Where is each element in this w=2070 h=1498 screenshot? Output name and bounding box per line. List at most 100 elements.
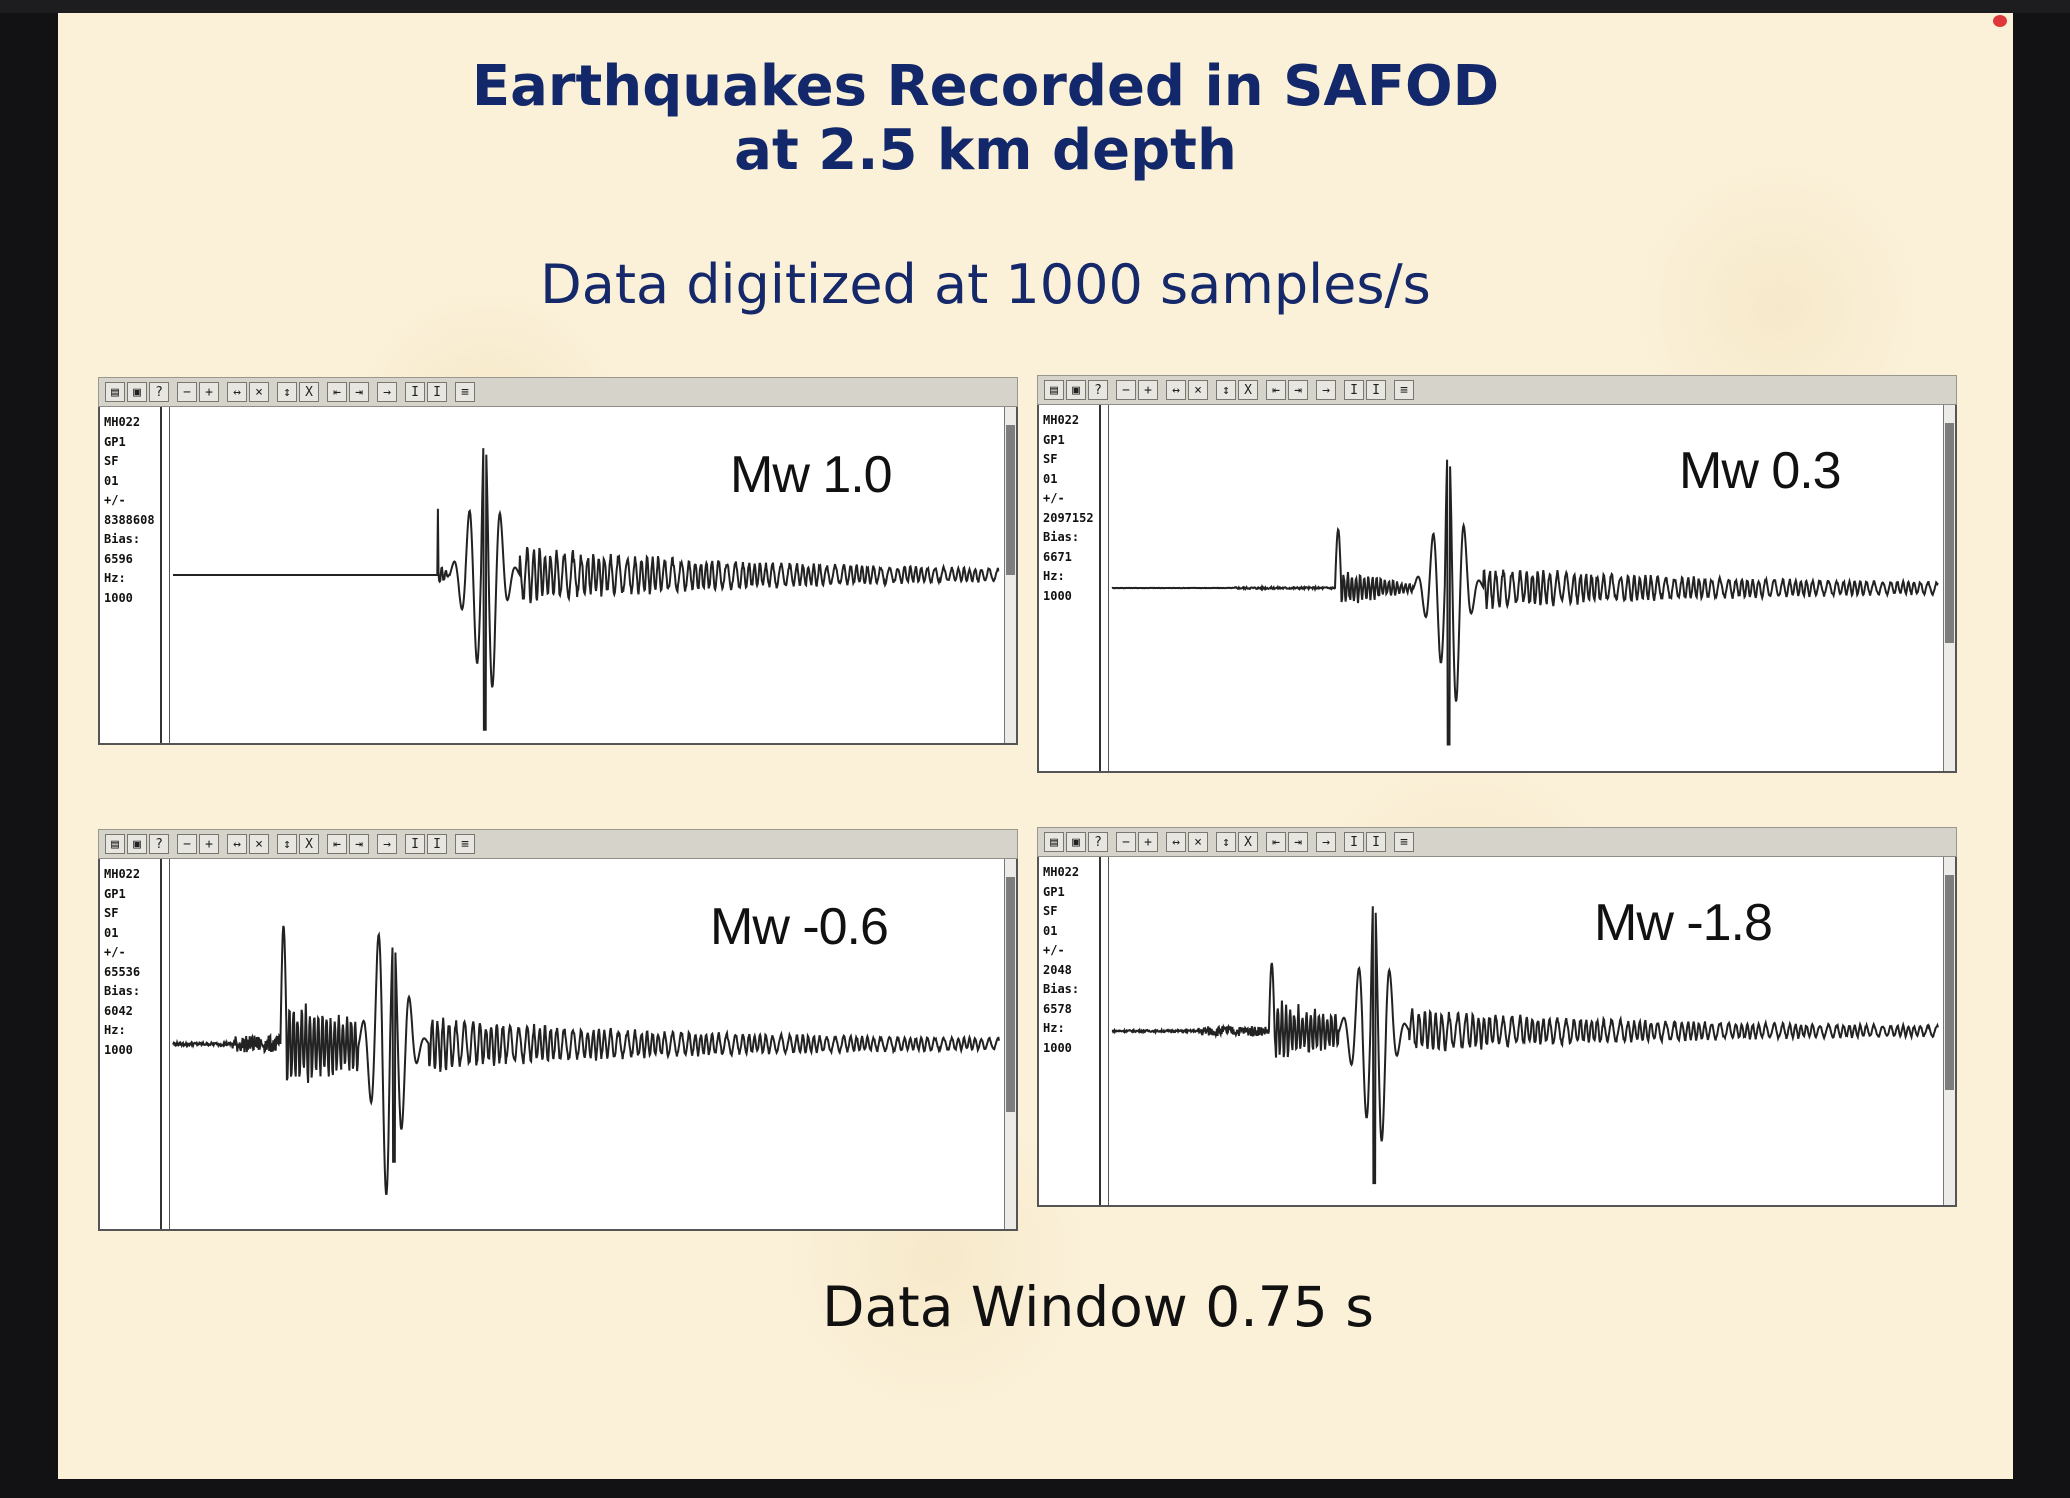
expand-horizontal-icon[interactable]: ↔ <box>227 834 247 854</box>
go-start-icon[interactable]: ⇤ <box>1266 832 1286 852</box>
next-icon[interactable]: → <box>377 834 397 854</box>
help-icon[interactable]: ? <box>149 834 169 854</box>
help-icon[interactable]: ? <box>149 382 169 402</box>
channel-info-line: SF <box>104 906 119 920</box>
help-icon[interactable]: ? <box>1088 832 1108 852</box>
channel-scrollbar[interactable] <box>1101 405 1109 771</box>
go-end-icon[interactable]: ⇥ <box>349 834 369 854</box>
panel-toolbar: ▤ ▣? − + ↔ × ↕ X ⇤ ⇥ → I I ≡ <box>1037 375 1957 405</box>
expand-vertical-icon[interactable]: ↕ <box>277 382 297 402</box>
expand-vertical-icon[interactable]: ↕ <box>1216 380 1236 400</box>
panel-toolbar: ▤ ▣? − + ↔ × ↕ X ⇤ ⇥ → I I ≡ <box>98 377 1018 407</box>
channel-info-line: 2048 <box>1043 962 1072 977</box>
compress-horizontal-icon[interactable]: × <box>249 382 269 402</box>
options-icon[interactable]: ≡ <box>455 382 475 402</box>
open-icon[interactable]: ▤ <box>105 834 125 854</box>
scrollbar-thumb[interactable] <box>1006 425 1015 575</box>
zoom-in-icon[interactable]: + <box>1138 832 1158 852</box>
channel-info-line: MH022 <box>1043 865 1080 879</box>
compress-vertical-icon[interactable]: X <box>1238 380 1258 400</box>
zoom-out-icon[interactable]: − <box>177 834 197 854</box>
scale-up-icon[interactable]: I <box>405 382 425 402</box>
compress-vertical-icon[interactable]: X <box>299 382 319 402</box>
channel-info-line: 6042 <box>104 1003 133 1018</box>
magnitude-label: Mw 1.0 <box>730 446 893 504</box>
open-icon[interactable]: ▤ <box>1044 380 1064 400</box>
seismogram-trace <box>1111 906 1939 1185</box>
panel-plot-area: MH022 GP1 SF 01 +/- 2048 Bias: 6578 Hz: 1000 Mw -1… <box>1037 857 1957 1207</box>
print-icon[interactable]: ▣ <box>1066 380 1086 400</box>
expand-horizontal-icon[interactable]: ↔ <box>1166 380 1186 400</box>
channel-info-line: +/- <box>104 493 126 507</box>
compress-vertical-icon[interactable]: X <box>299 834 319 854</box>
channel-info-line: SF <box>1043 904 1058 918</box>
compress-vertical-icon[interactable]: X <box>1238 832 1258 852</box>
go-start-icon[interactable]: ⇤ <box>327 382 347 402</box>
next-icon[interactable]: → <box>377 382 397 402</box>
scale-up-icon[interactable]: I <box>405 834 425 854</box>
channel-info-line: 1000 <box>1043 588 1072 603</box>
vertical-scrollbar[interactable] <box>1943 405 1955 771</box>
channel-info-line: Hz: <box>104 571 126 585</box>
print-icon[interactable]: ▣ <box>127 382 147 402</box>
compress-horizontal-icon[interactable]: × <box>1188 380 1208 400</box>
scrollbar-thumb[interactable] <box>1945 423 1954 643</box>
channel-info-line: MH022 <box>1043 413 1080 427</box>
zoom-out-icon[interactable]: − <box>1116 832 1136 852</box>
print-icon[interactable]: ▣ <box>127 834 147 854</box>
scrollbar-thumb[interactable] <box>1945 875 1954 1090</box>
scale-up-icon[interactable]: I <box>1344 832 1364 852</box>
compress-horizontal-icon[interactable]: × <box>249 834 269 854</box>
scale-down-icon[interactable]: I <box>427 834 447 854</box>
help-icon[interactable]: ? <box>1088 380 1108 400</box>
zoom-in-icon[interactable]: + <box>199 382 219 402</box>
channel-info-line: MH022 <box>104 867 141 881</box>
seismogram-panel-3: ▤ ▣? − + ↔ × ↕ X ⇤ ⇥ → I I ≡ MH022 GP1 SF 01 +/- 65536 Bias:… <box>98 829 1018 1231</box>
vertical-scrollbar[interactable] <box>1004 407 1016 743</box>
scale-down-icon[interactable]: I <box>1366 380 1386 400</box>
channel-info: MH022 GP1 SF 01 +/- 8388608 Bias: 6596 Hz: 1000 <box>100 407 162 743</box>
expand-vertical-icon[interactable]: ↕ <box>277 834 297 854</box>
options-icon[interactable]: ≡ <box>1394 380 1414 400</box>
channel-info: MH022 GP1 SF 01 +/- 2097152 Bias: 6671 Hz: 1000 <box>1039 405 1101 771</box>
go-end-icon[interactable]: ⇥ <box>1288 832 1308 852</box>
channel-scrollbar[interactable] <box>1101 857 1109 1205</box>
zoom-out-icon[interactable]: − <box>177 382 197 402</box>
vertical-scrollbar[interactable] <box>1004 859 1016 1229</box>
print-icon[interactable]: ▣ <box>1066 832 1086 852</box>
compress-horizontal-icon[interactable]: × <box>1188 832 1208 852</box>
go-end-icon[interactable]: ⇥ <box>349 382 369 402</box>
zoom-in-icon[interactable]: + <box>199 834 219 854</box>
scale-down-icon[interactable]: I <box>427 382 447 402</box>
scale-up-icon[interactable]: I <box>1344 380 1364 400</box>
channel-info-line: +/- <box>1043 491 1065 505</box>
vertical-scrollbar[interactable] <box>1943 857 1955 1205</box>
channel-info-line: SF <box>104 454 119 468</box>
open-icon[interactable]: ▤ <box>105 382 125 402</box>
zoom-in-icon[interactable]: + <box>1138 380 1158 400</box>
zoom-out-icon[interactable]: − <box>1116 380 1136 400</box>
scale-down-icon[interactable]: I <box>1366 832 1386 852</box>
channel-info-line: MH022 <box>104 415 141 429</box>
panel-toolbar: ▤ ▣? − + ↔ × ↕ X ⇤ ⇥ → I I ≡ <box>98 829 1018 859</box>
channel-info-line: Hz: <box>104 1023 126 1037</box>
options-icon[interactable]: ≡ <box>1394 832 1414 852</box>
channel-info-line: GP1 <box>104 886 126 901</box>
seismogram-plot <box>170 859 1002 1229</box>
expand-horizontal-icon[interactable]: ↔ <box>227 382 247 402</box>
go-end-icon[interactable]: ⇥ <box>1288 380 1308 400</box>
next-icon[interactable]: → <box>1316 832 1336 852</box>
go-start-icon[interactable]: ⇤ <box>1266 380 1286 400</box>
next-icon[interactable]: → <box>1316 380 1336 400</box>
scrollbar-thumb[interactable] <box>1006 877 1015 1112</box>
expand-horizontal-icon[interactable]: ↔ <box>1166 832 1186 852</box>
seismogram-svg <box>1111 459 1939 746</box>
channel-scrollbar[interactable] <box>162 859 170 1229</box>
channel-info-line: 6596 <box>104 551 133 566</box>
options-icon[interactable]: ≡ <box>455 834 475 854</box>
channel-scrollbar[interactable] <box>162 407 170 743</box>
expand-vertical-icon[interactable]: ↕ <box>1216 832 1236 852</box>
seismogram-plot <box>170 407 1002 743</box>
go-start-icon[interactable]: ⇤ <box>327 834 347 854</box>
open-icon[interactable]: ▤ <box>1044 832 1064 852</box>
